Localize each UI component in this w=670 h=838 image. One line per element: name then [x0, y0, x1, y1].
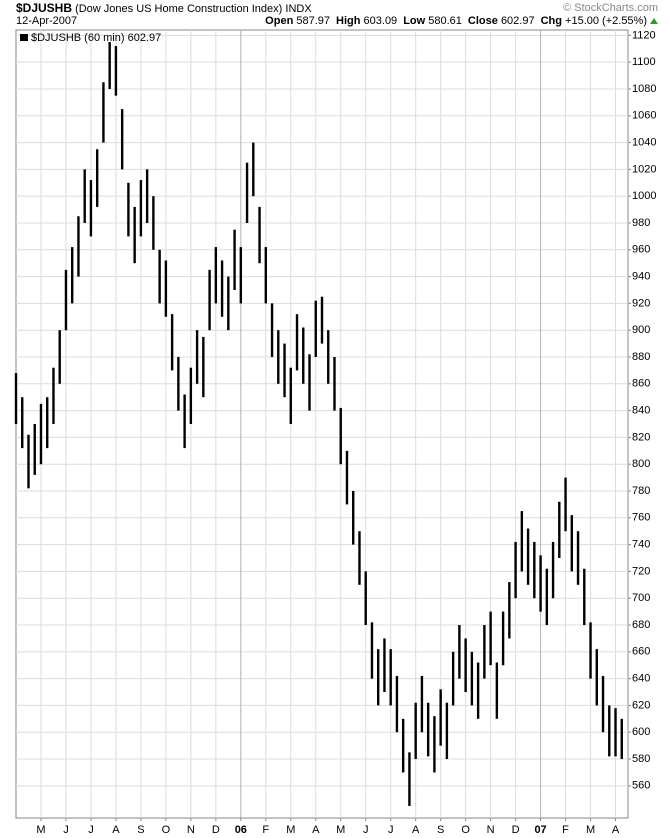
x-tick-label: N	[187, 824, 195, 836]
y-tick-label: 740	[632, 539, 650, 551]
x-tick-label: N	[487, 824, 495, 836]
y-tick-label: 840	[632, 405, 650, 417]
x-tick-label: D	[512, 824, 520, 836]
y-tick-label: 940	[632, 270, 650, 282]
x-tick-label: O	[461, 824, 470, 836]
y-tick-label: 560	[632, 780, 650, 792]
x-tick-label: D	[212, 824, 220, 836]
y-tick-label: 620	[632, 699, 650, 711]
x-tick-label: M	[36, 824, 45, 836]
quote-label: Open	[265, 15, 294, 27]
header: $DJUSHB (Dow Jones US Home Construction …	[0, 0, 670, 30]
y-tick-label: 820	[632, 431, 650, 443]
x-tick-label: J	[63, 824, 69, 836]
quote-value: 587.97	[296, 15, 331, 27]
x-tick-label: S	[437, 824, 444, 836]
quote-label: Chg	[540, 15, 562, 27]
y-tick-label: 1040	[632, 136, 656, 148]
x-tick-label: 07	[534, 824, 546, 836]
header-row: 12-Apr-2007 Open 587.97 High 603.09 Low 58…	[16, 14, 658, 28]
y-tick-label: 640	[632, 673, 650, 685]
x-tick-label: M	[586, 824, 595, 836]
watermark: © StockCharts.com	[563, 2, 658, 14]
y-tick-label: 920	[632, 297, 650, 309]
quote-value: 602.97	[500, 15, 535, 27]
y-tick-label: 880	[632, 351, 650, 363]
quote-label: Close	[467, 15, 498, 27]
y-tick-label: 660	[632, 646, 650, 658]
quote-value: 603.09	[363, 15, 398, 27]
header-row: $DJUSHB (Dow Jones US Home Construction …	[16, 1, 658, 15]
legend: $DJUSHB (60 min) 602.97	[31, 32, 161, 44]
y-tick-label: 1100	[632, 56, 656, 68]
x-tick-label: A	[412, 824, 420, 836]
y-tick-label: 960	[632, 244, 650, 256]
y-tick-label: 1060	[632, 110, 656, 122]
x-tick-label: M	[336, 824, 345, 836]
x-tick-label: S	[137, 824, 144, 836]
legend-icon	[20, 34, 28, 41]
x-tick-label: J	[363, 824, 369, 836]
quote-label: Low	[403, 15, 426, 27]
y-tick-label: 860	[632, 378, 650, 390]
x-tick-label: 06	[235, 824, 247, 836]
y-tick-label: 800	[632, 458, 650, 470]
x-tick-label: A	[112, 824, 120, 836]
quote-value: +15.00 (+2.55%)	[565, 15, 647, 27]
exchange: INDX	[285, 3, 312, 15]
x-tick-label: J	[88, 824, 94, 836]
subtitle: (Dow Jones US Home Construction Index)	[75, 3, 283, 15]
y-tick-label: 780	[632, 485, 650, 497]
y-tick-label: 680	[632, 619, 650, 631]
x-tick-label: F	[262, 824, 269, 836]
x-tick-label: F	[562, 824, 569, 836]
y-tick-label: 600	[632, 726, 650, 738]
y-tick-label: 720	[632, 565, 650, 577]
y-tick-label: 760	[632, 512, 650, 524]
quote: Open 587.97 High 603.09 Low 580.61 Close 60…	[259, 14, 658, 28]
quote-value: 580.61	[428, 15, 462, 27]
date: 12-Apr-2007	[16, 15, 78, 27]
x-tick-label: A	[312, 824, 320, 836]
quote-label: High	[336, 15, 361, 27]
title: $DJUSHB	[16, 1, 73, 15]
x-tick-label: J	[388, 824, 394, 836]
y-tick-label: 980	[632, 217, 650, 229]
y-tick-label: 1080	[632, 83, 656, 95]
y-tick-label: 1020	[632, 163, 656, 175]
y-tick-label: 1120	[632, 29, 656, 41]
y-tick-label: 580	[632, 753, 650, 765]
y-tick-label: 1000	[632, 190, 656, 202]
x-tick-label: O	[162, 824, 171, 836]
y-tick-label: 700	[632, 592, 650, 604]
x-tick-label: M	[286, 824, 295, 836]
plot-frame	[15, 29, 629, 819]
x-tick-label: A	[612, 824, 620, 836]
up-arrow	[650, 18, 658, 24]
y-tick-label: 900	[632, 324, 650, 336]
